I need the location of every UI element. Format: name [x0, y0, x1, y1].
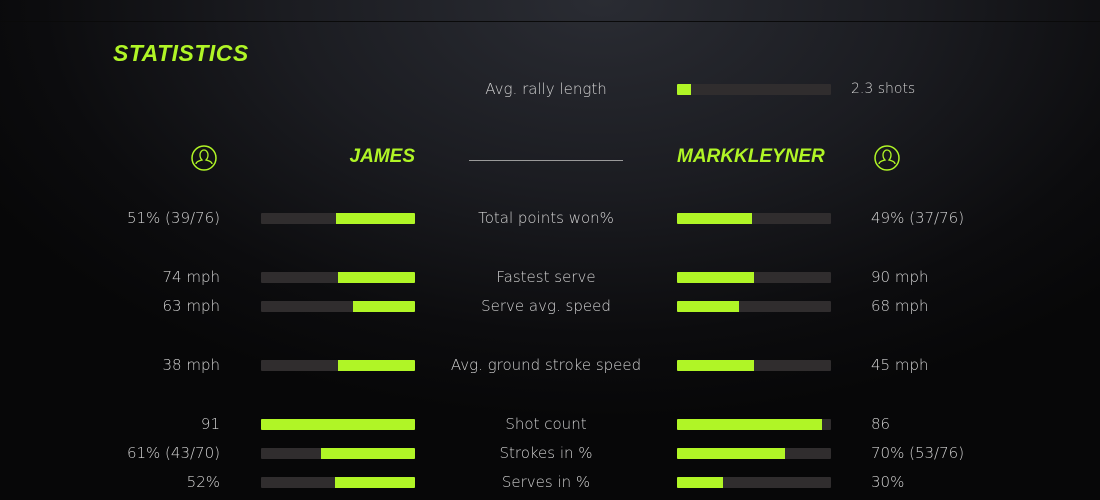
- right-value: 49% (37/76): [871, 209, 965, 227]
- left-bar-fill: [338, 272, 415, 283]
- right-value: 70% (53/76): [871, 444, 965, 462]
- left-bar-fill: [321, 448, 415, 459]
- right-bar: [677, 272, 831, 283]
- player-left-name: JAMES: [349, 146, 415, 167]
- right-bar-fill: [677, 360, 754, 371]
- stat-label: Fastest serve: [496, 268, 596, 286]
- left-bar-fill: [334, 477, 415, 488]
- user-icon: [874, 145, 900, 171]
- right-bar-fill: [677, 419, 822, 430]
- left-bar-fill: [353, 301, 415, 312]
- right-bar: [677, 360, 831, 371]
- right-bar-fill: [677, 448, 785, 459]
- left-bar: [261, 360, 415, 371]
- stat-label: Shot count: [505, 415, 587, 433]
- left-value: 91: [200, 415, 220, 433]
- player-right-name: MARKKLEYNER: [677, 146, 825, 167]
- left-bar: [261, 477, 415, 488]
- right-bar: [677, 419, 831, 430]
- right-bar: [677, 301, 831, 312]
- right-bar-fill: [677, 272, 754, 283]
- right-value: 30%: [871, 473, 905, 491]
- page-title: STATISTICS: [113, 40, 249, 66]
- rally-label: Avg. rally length: [485, 80, 607, 98]
- right-value: 90 mph: [871, 268, 929, 286]
- left-value: 38 mph: [162, 356, 221, 374]
- left-bar-fill: [336, 213, 415, 224]
- right-bar: [677, 448, 831, 459]
- top-divider: [0, 21, 1100, 22]
- left-value: 61% (43/70): [126, 444, 220, 462]
- left-bar: [261, 301, 415, 312]
- right-bar: [677, 213, 831, 224]
- left-bar: [261, 419, 415, 430]
- right-bar-fill: [677, 301, 739, 312]
- stat-label: Total points won%: [478, 209, 614, 227]
- stat-label: Strokes in %: [499, 444, 593, 462]
- left-value: 74 mph: [162, 268, 221, 286]
- left-value: 63 mph: [162, 297, 221, 315]
- stat-label: Avg. ground stroke speed: [450, 356, 642, 374]
- left-bar: [261, 213, 415, 224]
- right-value: 86: [871, 415, 891, 433]
- stat-label: Serves in %: [501, 473, 591, 491]
- left-bar: [261, 448, 415, 459]
- right-value: 68 mph: [871, 297, 929, 315]
- rally-bar: [677, 84, 831, 95]
- rally-bar-fill: [677, 84, 691, 95]
- header-divider: [469, 160, 623, 161]
- left-value: 51% (39/76): [126, 209, 220, 227]
- stat-label: Serve avg. speed: [481, 297, 611, 315]
- left-value: 52%: [186, 473, 220, 491]
- left-bar: [261, 272, 415, 283]
- right-bar-fill: [677, 213, 753, 224]
- rally-value: 2.3 shots: [851, 81, 916, 97]
- left-bar-fill: [261, 419, 415, 430]
- left-bar-fill: [338, 360, 415, 371]
- right-bar-fill: [677, 477, 724, 488]
- right-value: 45 mph: [871, 356, 929, 374]
- user-icon: [191, 145, 217, 171]
- right-bar: [677, 477, 831, 488]
